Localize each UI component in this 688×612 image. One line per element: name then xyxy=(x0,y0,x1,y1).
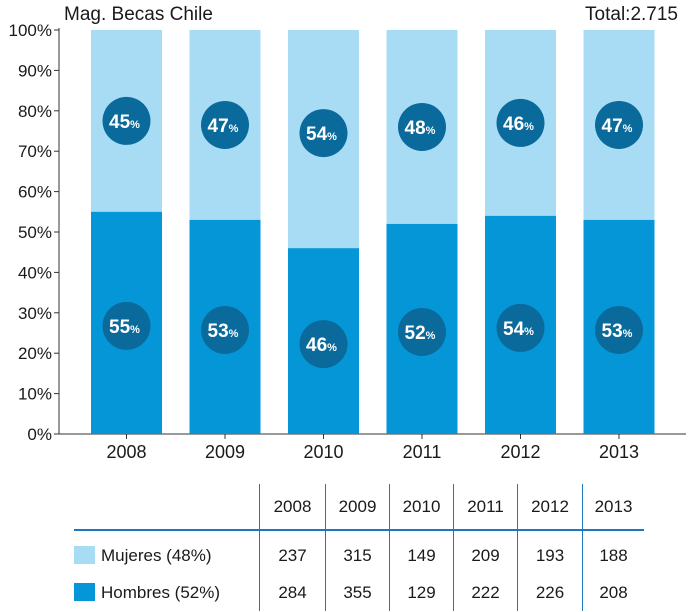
total-label: Total:2.715 xyxy=(585,4,678,25)
hombres-percent-badge xyxy=(299,320,348,369)
y-tick-label: 40% xyxy=(18,263,52,282)
mujeres-percent-badge xyxy=(595,100,643,149)
table-cell: 129 xyxy=(389,574,454,611)
table-year-header: 2012 xyxy=(517,484,583,530)
table-cell: 149 xyxy=(389,530,454,574)
table-cell: 222 xyxy=(453,574,518,611)
x-tick-label: 2010 xyxy=(303,442,343,462)
table-cell: 237 xyxy=(259,530,326,574)
hombres-swatch xyxy=(74,582,95,601)
y-tick-label: 50% xyxy=(18,223,52,242)
table-cell: 355 xyxy=(325,574,390,611)
table-corner xyxy=(74,484,260,530)
table-row-label: Mujeres (48%) xyxy=(74,530,260,574)
y-tick-label: 60% xyxy=(18,183,52,202)
hombres-percent-badge xyxy=(102,301,151,350)
table-row-label: Hombres (52%) xyxy=(74,574,260,611)
mujeres-percent-badge xyxy=(398,102,446,151)
x-tick-label: 2009 xyxy=(205,442,245,462)
table-year-header: 2008 xyxy=(259,484,326,530)
y-tick-label: 30% xyxy=(18,304,52,323)
table-cell: 188 xyxy=(582,530,644,574)
y-tick-label: 70% xyxy=(18,142,52,161)
table-cell: 193 xyxy=(517,530,583,574)
table-cell: 226 xyxy=(517,574,583,611)
table-cell: 208 xyxy=(582,574,644,611)
hombres-percent-badge xyxy=(398,307,446,356)
y-tick-label: 80% xyxy=(18,102,52,121)
stacked-bar-chart: 0%10%20%30%40%50%60%70%80%90%100%200845%… xyxy=(9,21,686,462)
hombres-percent-badge xyxy=(201,305,249,354)
x-tick-label: 2008 xyxy=(106,442,146,462)
x-tick-label: 2012 xyxy=(500,442,540,462)
y-tick-label: 90% xyxy=(18,61,52,80)
mujeres-percent-badge xyxy=(299,109,348,158)
table-cell: 315 xyxy=(325,530,390,574)
table-year-header: 2009 xyxy=(325,484,390,530)
hombres-percent-badge xyxy=(595,305,643,354)
mujeres-percent-badge xyxy=(102,96,151,145)
hombres-label: Hombres (52%) xyxy=(101,582,221,602)
data-table: 2008 2009 2010 2011 2012 2013 Mujeres (4… xyxy=(74,484,644,611)
mujeres-percent-badge xyxy=(496,98,545,147)
x-tick-label: 2013 xyxy=(599,442,639,462)
hombres-percent-badge xyxy=(496,303,545,352)
x-tick-label: 2011 xyxy=(403,442,442,462)
table-row: Hombres (52%) 284 355 129 222 226 208 xyxy=(74,574,644,611)
y-tick-label: 100% xyxy=(9,21,52,40)
y-tick-label: 20% xyxy=(18,344,52,363)
table-row: Mujeres (48%) 237 315 149 209 193 188 xyxy=(74,530,644,574)
table-year-header: 2010 xyxy=(389,484,454,530)
table-year-header: 2011 xyxy=(453,484,518,530)
chart-subtitle: Mag. Becas Chile xyxy=(64,4,213,25)
table-cell: 284 xyxy=(259,574,326,611)
table-header-row: 2008 2009 2010 2011 2012 2013 xyxy=(74,484,644,530)
mujeres-percent-badge xyxy=(201,100,249,149)
table-year-header: 2013 xyxy=(582,484,644,530)
table-cell: 209 xyxy=(453,530,518,574)
mujeres-swatch xyxy=(74,545,95,564)
y-tick-label: 10% xyxy=(18,385,52,404)
mujeres-label: Mujeres (48%) xyxy=(101,545,212,565)
y-tick-label: 0% xyxy=(27,425,52,444)
